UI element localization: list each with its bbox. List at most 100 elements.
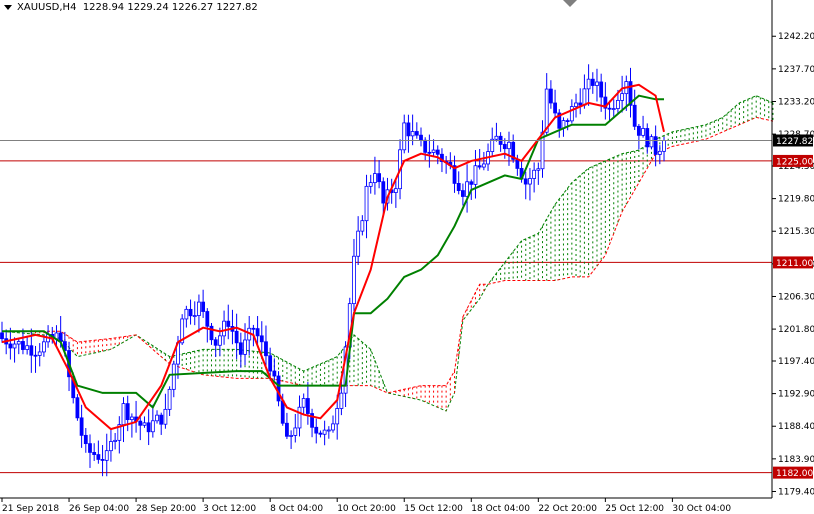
last-price-tag: 1227.82 <box>776 137 813 147</box>
candle-body <box>88 443 92 453</box>
candle-body <box>632 104 637 127</box>
candle-body <box>104 450 109 461</box>
candle-body <box>381 181 386 204</box>
candle-body <box>197 301 201 316</box>
ohlc-label: 1228.94 1229.24 1226.27 1227.82 <box>82 2 258 13</box>
candle-body <box>25 345 30 350</box>
candle-body <box>301 398 306 408</box>
candle-body <box>477 165 482 168</box>
candle-body <box>280 400 285 424</box>
candle-body <box>607 107 612 110</box>
candle-body <box>611 108 616 110</box>
candle-body <box>406 122 411 137</box>
candle-body <box>180 318 185 344</box>
candle-body <box>213 339 218 346</box>
horizontal-levels <box>0 160 772 474</box>
x-tick-label: 18 Oct 04:00 <box>471 504 530 514</box>
candle-body <box>419 134 423 141</box>
candle-body <box>557 112 562 129</box>
y-tick-label: 1188.40 <box>778 422 814 432</box>
x-tick-label: 8 Oct 04:00 <box>270 504 323 514</box>
candle-body <box>431 149 436 153</box>
candle-body <box>565 120 570 122</box>
senkou-span-a <box>1 95 774 412</box>
candle-body <box>142 422 147 426</box>
candle-body <box>305 398 310 414</box>
candle-body <box>360 220 365 232</box>
candle-body <box>159 414 164 425</box>
candle-body <box>377 173 382 183</box>
level-price-tag-bg <box>773 466 813 479</box>
y-tick-label: 1242.20 <box>778 32 814 42</box>
candle-body <box>469 181 474 185</box>
candle-body <box>33 354 38 357</box>
candle-body <box>603 96 608 109</box>
shift-marker-icon[interactable] <box>563 0 577 7</box>
candle-body <box>473 165 478 185</box>
candle-body <box>582 88 587 106</box>
candle-body <box>113 439 118 442</box>
candle-body <box>79 417 84 436</box>
candle-body <box>515 158 520 169</box>
candle-body <box>548 88 553 104</box>
x-tick-label: 3 Oct 12:00 <box>203 504 256 514</box>
candle-body <box>423 139 428 153</box>
candle-body <box>511 141 516 160</box>
candle-body <box>167 388 172 410</box>
candle-body <box>192 315 197 317</box>
candle-body <box>653 136 658 155</box>
y-tick-label: 1219.80 <box>778 195 814 205</box>
y-tick-label: 1215.30 <box>778 227 814 237</box>
candle-body <box>578 102 583 106</box>
candles <box>0 64 666 477</box>
candle-body <box>268 355 273 372</box>
y-tick-label: 1233.20 <box>778 97 814 107</box>
candle-body <box>217 335 222 346</box>
candle-body <box>276 375 281 402</box>
candle-body <box>636 125 641 136</box>
x-tick-label: 28 Sep 20:00 <box>136 504 196 514</box>
candle-body <box>414 131 419 136</box>
candle-body <box>16 341 21 345</box>
candle-body <box>83 434 88 445</box>
candle-body <box>590 78 595 86</box>
candle-body <box>272 370 277 377</box>
x-tick-label: 30 Oct 04:00 <box>672 504 731 514</box>
candle-body <box>100 459 105 461</box>
level-price-tag: 1211.00 <box>776 259 813 269</box>
candle-body <box>184 308 189 320</box>
candle-body <box>481 163 486 168</box>
y-tick-label: 1192.90 <box>778 390 814 400</box>
level-price-tag-bg <box>773 256 813 269</box>
candle-body <box>641 128 645 136</box>
x-tick-label: 22 Oct 20:00 <box>538 504 597 514</box>
candle-body <box>544 88 549 133</box>
candle-body <box>528 178 532 185</box>
candle-body <box>259 335 264 343</box>
candle-body <box>393 188 398 193</box>
candle-body <box>326 429 331 432</box>
candle-body <box>536 168 541 171</box>
collapse-triangle-icon[interactable] <box>4 4 12 10</box>
candle-body <box>494 135 499 140</box>
candle-body <box>243 339 247 355</box>
x-tick-label: 15 Oct 12:00 <box>404 504 463 514</box>
candle-body <box>150 420 155 433</box>
candle-body <box>209 325 214 341</box>
candle-body <box>121 403 126 426</box>
candle-body <box>238 342 243 355</box>
y-tick-label: 1237.70 <box>778 65 814 75</box>
candle-body <box>352 255 356 305</box>
candle-body <box>297 406 302 429</box>
ichimoku-cloud <box>1 95 774 412</box>
candle-body <box>553 102 557 114</box>
candle-body <box>532 169 537 179</box>
candle-body <box>356 230 361 257</box>
x-tick-label: 10 Oct 20:00 <box>337 504 396 514</box>
kijun-sen-line <box>2 94 664 409</box>
level-price-tag: 1182.00 <box>776 469 813 479</box>
candle-body <box>402 122 407 151</box>
candle-body <box>616 100 620 109</box>
